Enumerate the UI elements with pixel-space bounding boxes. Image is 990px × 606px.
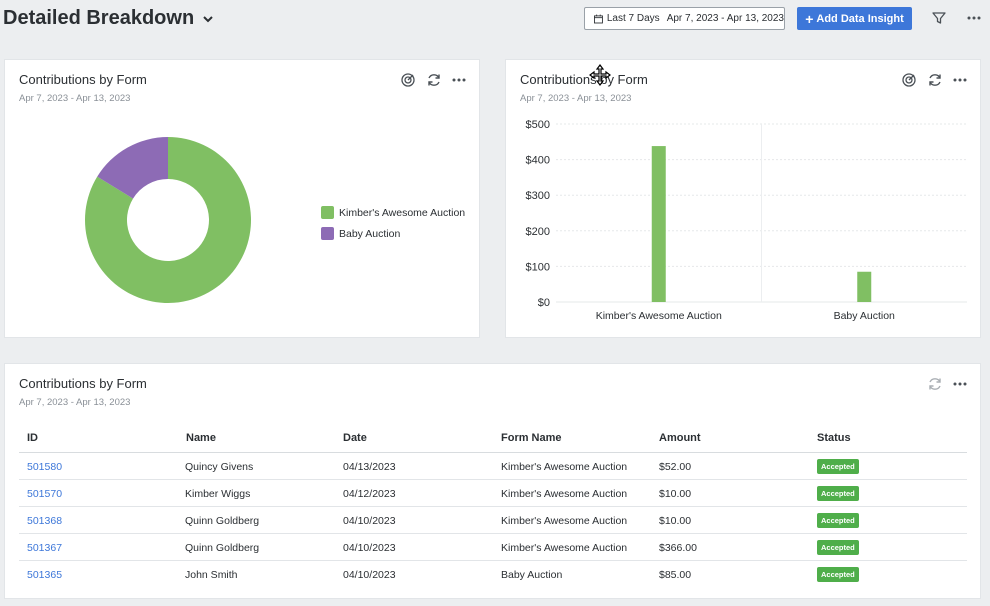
target-icon[interactable]: [400, 72, 416, 88]
contribution-id-link[interactable]: 501570: [27, 488, 63, 500]
donor-name: Quinn Goldberg: [185, 542, 260, 554]
donor-name: Kimber Wiggs: [185, 488, 251, 500]
refresh-icon[interactable]: [927, 376, 943, 392]
x-tick-label: Baby Auction: [834, 310, 895, 322]
legend-swatch: [321, 206, 334, 219]
amount: $85.00: [659, 569, 692, 581]
status-badge: Accepted: [817, 459, 859, 474]
y-tick-label: $500: [526, 119, 550, 131]
card-title: Contributions by Form: [19, 376, 147, 391]
contribution-id-link[interactable]: 501580: [27, 461, 63, 473]
refresh-icon[interactable]: [426, 72, 442, 88]
donut-slice[interactable]: [97, 137, 168, 199]
card-date-range: Apr 7, 2023 - Apr 13, 2023: [19, 397, 131, 408]
card-title: Contributions by Form: [19, 72, 147, 87]
add-data-insight-label: Add Data Insight: [816, 12, 904, 25]
form-name: Kimber's Awesome Auction: [501, 461, 628, 473]
table-row[interactable]: 501367 Quinn Goldberg 04/10/2023 Kimber'…: [19, 534, 967, 561]
legend-swatch: [321, 227, 334, 240]
contribution-id-link[interactable]: 501367: [27, 542, 63, 554]
contributions-table: ID Name Date Form Name Amount Status 501…: [19, 428, 967, 588]
bar[interactable]: [857, 271, 872, 302]
table-row[interactable]: 501580 Quincy Givens 04/13/2023 Kimber's…: [19, 453, 967, 480]
contribution-date: 04/10/2023: [343, 542, 396, 554]
donut-chart: [85, 137, 252, 304]
status-badge: Accepted: [817, 486, 859, 501]
amount: $52.00: [659, 461, 692, 473]
legend-label: Kimber's Awesome Auction: [339, 206, 466, 219]
form-name: Kimber's Awesome Auction: [501, 542, 628, 554]
donor-name: John Smith: [185, 569, 238, 581]
more-icon[interactable]: [451, 72, 467, 88]
y-tick-label: $0: [538, 297, 550, 309]
date-preset-label: Last 7 Days: [606, 13, 660, 24]
y-tick-label: $400: [526, 155, 550, 167]
contribution-date: 04/10/2023: [343, 515, 396, 527]
amount: $366.00: [659, 542, 697, 554]
table-header: ID Name Date Form Name Amount Status: [19, 428, 967, 453]
status-badge: Accepted: [817, 513, 859, 528]
form-name: Kimber's Awesome Auction: [501, 515, 628, 527]
column-header-form-name[interactable]: Form Name: [501, 432, 562, 444]
more-icon[interactable]: [966, 10, 982, 26]
legend-label: Baby Auction: [339, 227, 401, 240]
date-range-label: Apr 7, 2023 - Apr 13, 2023: [666, 13, 784, 24]
card-date-range: Apr 7, 2023 - Apr 13, 2023: [19, 93, 131, 104]
bar[interactable]: [651, 146, 666, 302]
bar-chart-card: Contributions by Form Apr 7, 2023 - Apr …: [505, 59, 981, 338]
column-header-id[interactable]: ID: [27, 432, 38, 444]
move-cursor-icon: [589, 64, 611, 86]
contribution-date: 04/13/2023: [343, 461, 396, 473]
target-icon[interactable]: [901, 72, 917, 88]
contribution-date: 04/10/2023: [343, 569, 396, 581]
table-row[interactable]: 501570 Kimber Wiggs 04/12/2023 Kimber's …: [19, 480, 967, 507]
donor-name: Quincy Givens: [185, 461, 254, 473]
table-row[interactable]: 501365 John Smith 04/10/2023 Baby Auctio…: [19, 561, 967, 588]
bar-chart: $0 $100 $200 $300 $400 $500 Kimber's Awesome A…: [526, 119, 967, 322]
plus-icon: +: [805, 10, 814, 27]
amount: $10.00: [659, 488, 692, 500]
amount: $10.00: [659, 515, 692, 527]
refresh-icon[interactable]: [927, 72, 943, 88]
donut-slice[interactable]: [85, 137, 252, 304]
status-badge: Accepted: [817, 540, 859, 555]
legend-item[interactable]: Baby Auction: [321, 223, 465, 244]
form-name: Baby Auction: [501, 569, 563, 581]
x-tick-label: Kimber's Awesome Auction: [596, 310, 722, 322]
table-row[interactable]: 501368 Quinn Goldberg 04/10/2023 Kimber'…: [19, 507, 967, 534]
filter-icon[interactable]: [931, 10, 947, 26]
contribution-id-link[interactable]: 501368: [27, 515, 63, 527]
donor-name: Quinn Goldberg: [185, 515, 260, 527]
contribution-date: 04/12/2023: [343, 488, 396, 500]
add-data-insight-button[interactable]: + Add Data Insight: [797, 7, 912, 30]
form-name: Kimber's Awesome Auction: [501, 488, 628, 500]
more-icon[interactable]: [952, 376, 968, 392]
donut-chart-card: Contributions by Form Apr 7, 2023 - Apr …: [4, 59, 480, 338]
date-range-button[interactable]: Last 7 Days Apr 7, 2023 - Apr 13, 2023: [584, 7, 785, 30]
contributions-table-card: Contributions by Form Apr 7, 2023 - Apr …: [4, 363, 981, 599]
calendar-icon: [594, 14, 603, 23]
legend-item[interactable]: Kimber's Awesome Auction: [321, 202, 465, 223]
y-tick-label: $200: [526, 226, 550, 238]
column-header-status[interactable]: Status: [817, 432, 851, 444]
status-badge: Accepted: [817, 567, 859, 582]
card-title: Contributions by Form: [520, 72, 648, 87]
y-tick-label: $300: [526, 190, 550, 202]
chevron-down-icon[interactable]: [202, 14, 214, 24]
more-icon[interactable]: [952, 72, 968, 88]
page-header: Detailed Breakdown Last 7 Days Apr 7, 20…: [0, 0, 990, 40]
column-header-date[interactable]: Date: [343, 432, 367, 444]
y-tick-label: $100: [526, 261, 550, 273]
contribution-id-link[interactable]: 501365: [27, 569, 63, 581]
card-date-range: Apr 7, 2023 - Apr 13, 2023: [520, 93, 632, 104]
page-title[interactable]: Detailed Breakdown: [3, 7, 195, 29]
donut-legend: Kimber's Awesome Auction Baby Auction: [321, 202, 465, 244]
column-header-name[interactable]: Name: [186, 432, 216, 444]
column-header-amount[interactable]: Amount: [659, 432, 701, 444]
